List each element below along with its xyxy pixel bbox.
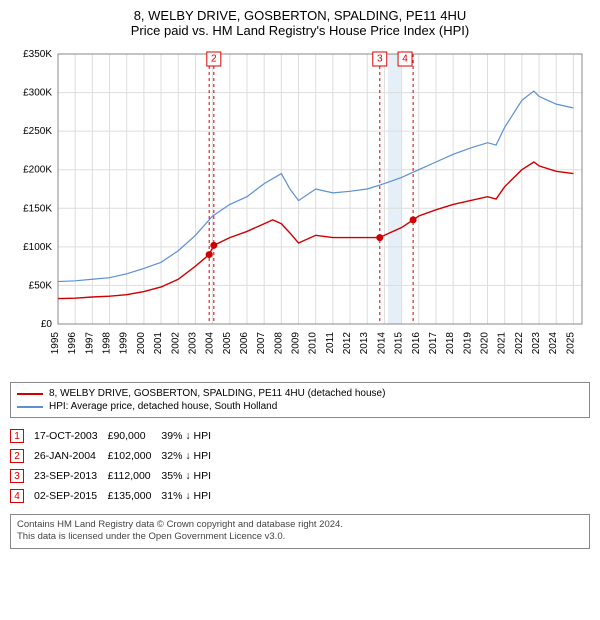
svg-text:2000: 2000 bbox=[136, 332, 147, 355]
svg-text:2023: 2023 bbox=[531, 332, 542, 355]
sale-price: £112,000 bbox=[108, 466, 162, 486]
table-row: 1 17-OCT-2003£90,00039% ↓ HPI bbox=[10, 426, 221, 446]
table-row: 4 02-SEP-2015£135,00031% ↓ HPI bbox=[10, 486, 221, 506]
svg-text:1997: 1997 bbox=[84, 332, 95, 355]
svg-text:£150K: £150K bbox=[23, 203, 52, 214]
svg-text:2001: 2001 bbox=[153, 332, 164, 355]
svg-text:2017: 2017 bbox=[428, 332, 439, 355]
svg-text:1995: 1995 bbox=[50, 332, 61, 355]
svg-text:£300K: £300K bbox=[23, 88, 52, 99]
svg-text:£0: £0 bbox=[41, 319, 53, 330]
table-row: 3 23-SEP-2013£112,00035% ↓ HPI bbox=[10, 466, 221, 486]
svg-text:£50K: £50K bbox=[29, 280, 53, 291]
footer-line: Contains HM Land Registry data © Crown c… bbox=[17, 519, 583, 531]
svg-text:1999: 1999 bbox=[119, 332, 130, 355]
footer-note: Contains HM Land Registry data © Crown c… bbox=[10, 514, 590, 549]
legend-label: HPI: Average price, detached house, Sout… bbox=[49, 401, 277, 412]
svg-text:2011: 2011 bbox=[325, 332, 336, 354]
sale-date: 23-SEP-2013 bbox=[34, 466, 108, 486]
svg-text:2025: 2025 bbox=[565, 332, 576, 355]
svg-text:4: 4 bbox=[402, 54, 408, 65]
sale-delta: 31% ↓ HPI bbox=[161, 486, 221, 506]
svg-text:2009: 2009 bbox=[291, 332, 302, 355]
legend-item: HPI: Average price, detached house, Sout… bbox=[17, 400, 583, 413]
svg-text:2003: 2003 bbox=[187, 332, 198, 355]
svg-text:2: 2 bbox=[211, 54, 217, 65]
svg-text:2021: 2021 bbox=[497, 332, 508, 355]
svg-text:2019: 2019 bbox=[462, 332, 473, 355]
svg-text:2010: 2010 bbox=[308, 332, 319, 355]
title-subtitle: Price paid vs. HM Land Registry's House … bbox=[10, 23, 590, 38]
sale-marker: 4 bbox=[10, 489, 24, 503]
legend-label: 8, WELBY DRIVE, GOSBERTON, SPALDING, PE1… bbox=[49, 388, 385, 399]
svg-text:1998: 1998 bbox=[102, 332, 113, 355]
sale-marker: 3 bbox=[10, 469, 24, 483]
svg-text:2024: 2024 bbox=[548, 332, 559, 355]
title-block: 8, WELBY DRIVE, GOSBERTON, SPALDING, PE1… bbox=[10, 8, 590, 38]
svg-text:2016: 2016 bbox=[411, 332, 422, 355]
svg-text:£200K: £200K bbox=[23, 165, 52, 176]
svg-text:2005: 2005 bbox=[222, 332, 233, 355]
sale-date: 17-OCT-2003 bbox=[34, 426, 108, 446]
legend-swatch bbox=[17, 393, 43, 395]
chart-svg: £0 £50K £100K £150K £200K £250K £300K £350K 1995… bbox=[10, 44, 590, 374]
svg-text:2004: 2004 bbox=[205, 332, 216, 355]
sale-marker: 1 bbox=[10, 429, 24, 443]
sale-price: £135,000 bbox=[108, 486, 162, 506]
sales-table: 1 17-OCT-2003£90,00039% ↓ HPI 2 26-JAN-2004… bbox=[10, 426, 221, 506]
svg-text:£350K: £350K bbox=[23, 49, 52, 60]
sale-date: 02-SEP-2015 bbox=[34, 486, 108, 506]
svg-text:2015: 2015 bbox=[394, 332, 405, 355]
legend-item: 8, WELBY DRIVE, GOSBERTON, SPALDING, PE1… bbox=[17, 387, 583, 400]
footer-line: This data is licensed under the Open Gov… bbox=[17, 531, 583, 543]
chart-container: 8, WELBY DRIVE, GOSBERTON, SPALDING, PE1… bbox=[0, 0, 600, 559]
chart: £0 £50K £100K £150K £200K £250K £300K £350K 1995… bbox=[10, 44, 590, 374]
sale-price: £90,000 bbox=[108, 426, 162, 446]
sale-marker: 2 bbox=[10, 449, 24, 463]
svg-text:2018: 2018 bbox=[445, 332, 456, 355]
svg-text:3: 3 bbox=[377, 54, 383, 65]
svg-text:2022: 2022 bbox=[514, 332, 525, 355]
svg-text:1996: 1996 bbox=[67, 332, 78, 355]
sale-delta: 32% ↓ HPI bbox=[161, 446, 221, 466]
svg-text:£250K: £250K bbox=[23, 126, 52, 137]
svg-text:2014: 2014 bbox=[376, 332, 387, 355]
sale-date: 26-JAN-2004 bbox=[34, 446, 108, 466]
sale-delta: 39% ↓ HPI bbox=[161, 426, 221, 446]
svg-text:2012: 2012 bbox=[342, 332, 353, 355]
svg-text:2007: 2007 bbox=[256, 332, 267, 355]
svg-text:2013: 2013 bbox=[359, 332, 370, 355]
sale-price: £102,000 bbox=[108, 446, 162, 466]
svg-text:2020: 2020 bbox=[480, 332, 491, 355]
svg-text:£100K: £100K bbox=[23, 242, 52, 253]
title-address: 8, WELBY DRIVE, GOSBERTON, SPALDING, PE1… bbox=[10, 8, 590, 23]
table-row: 2 26-JAN-2004£102,00032% ↓ HPI bbox=[10, 446, 221, 466]
svg-text:2008: 2008 bbox=[273, 332, 284, 355]
svg-text:2002: 2002 bbox=[170, 332, 181, 355]
legend: 8, WELBY DRIVE, GOSBERTON, SPALDING, PE1… bbox=[10, 382, 590, 418]
legend-swatch bbox=[17, 406, 43, 408]
sale-delta: 35% ↓ HPI bbox=[161, 466, 221, 486]
svg-text:2006: 2006 bbox=[239, 332, 250, 355]
